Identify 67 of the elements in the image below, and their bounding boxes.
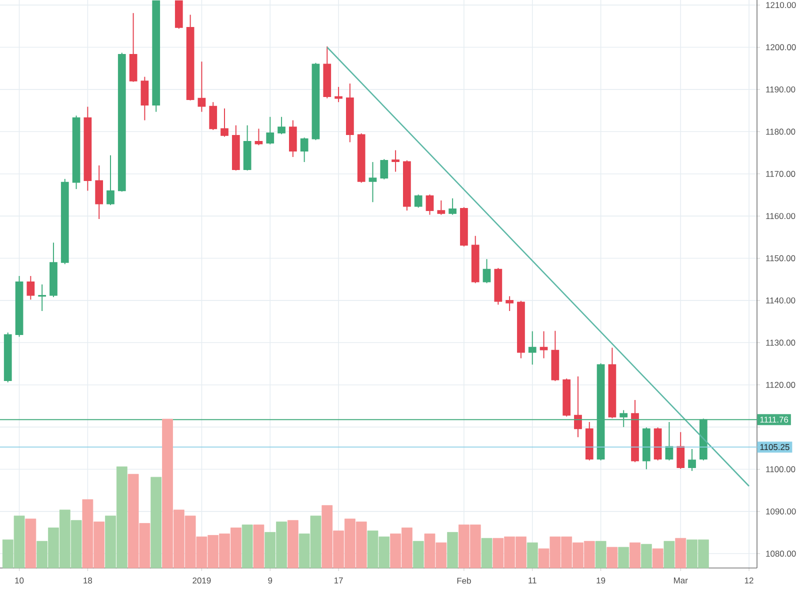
candlestick [26,275,35,300]
ref-line-label: 1111.76 [760,416,788,423]
x-tick-label: 18 [84,578,92,584]
candlestick [574,376,582,438]
bar [652,548,664,568]
ref-line-label: 1105.25 [760,444,790,450]
candlestick [220,108,228,138]
bar [606,546,618,568]
y-tick-label: 1120.00 [766,382,796,388]
y-tick-label: 1200.00 [766,44,796,50]
bar [630,542,640,568]
candlestick [414,194,422,208]
candlestick [688,448,696,472]
x-tick-label: 11 [528,578,536,584]
candlestick [38,284,46,312]
candlestick [209,102,218,130]
candlestick [106,154,114,206]
candlestick [426,194,434,216]
x-tick-label: 2019 [192,578,211,584]
y-tick-label: 1210.00 [766,2,796,8]
bar [664,540,675,568]
candlestick [278,116,286,135]
bar [526,542,538,568]
x-tick-label: 10 [15,578,24,584]
x-tick-label: 9 [268,578,272,584]
bar [618,546,630,568]
bar [447,532,458,568]
candlestick [266,116,274,145]
y-tick-label: 1190.00 [766,86,796,92]
bar [412,540,424,568]
candlestick [254,128,263,146]
candlestick [334,86,342,103]
candlestick [95,164,104,220]
candlestick [392,150,400,172]
bar [242,524,253,568]
candlestick [300,137,308,163]
y-tick-label: 1130.00 [766,340,796,346]
x-tick-label: 17 [334,578,343,584]
y-tick-label: 1180.00 [766,128,796,135]
bar [25,518,36,568]
y-tick-label: 1140.00 [766,297,796,304]
y-tick-label: 1160.00 [766,213,796,220]
y-tick-label: 1080.00 [766,550,796,557]
bar [150,476,162,568]
candlestick [528,330,536,366]
candlestick [506,296,514,312]
y-tick-label: 1100.00 [766,466,796,472]
candlestick [198,61,206,112]
y-tick-label: 1150.00 [766,255,796,262]
x-tick-label: Mar [674,578,688,584]
candlestick [448,198,456,216]
y-tick-label: 1090.00 [766,508,796,514]
candlestick [368,162,377,203]
bar [481,538,492,568]
candlestick [437,200,446,216]
bar [675,538,686,568]
bar [253,524,264,568]
bar [595,540,606,568]
bar [640,544,652,568]
x-tick-label: 19 [596,578,606,584]
y-tick-label: 1170.00 [766,170,796,177]
candlestick [482,258,491,284]
bar [287,520,298,568]
candlestick [380,158,388,180]
x-tick-label: Feb [457,578,471,584]
x-tick-label: 12 [744,578,754,584]
candlestick [676,432,685,470]
